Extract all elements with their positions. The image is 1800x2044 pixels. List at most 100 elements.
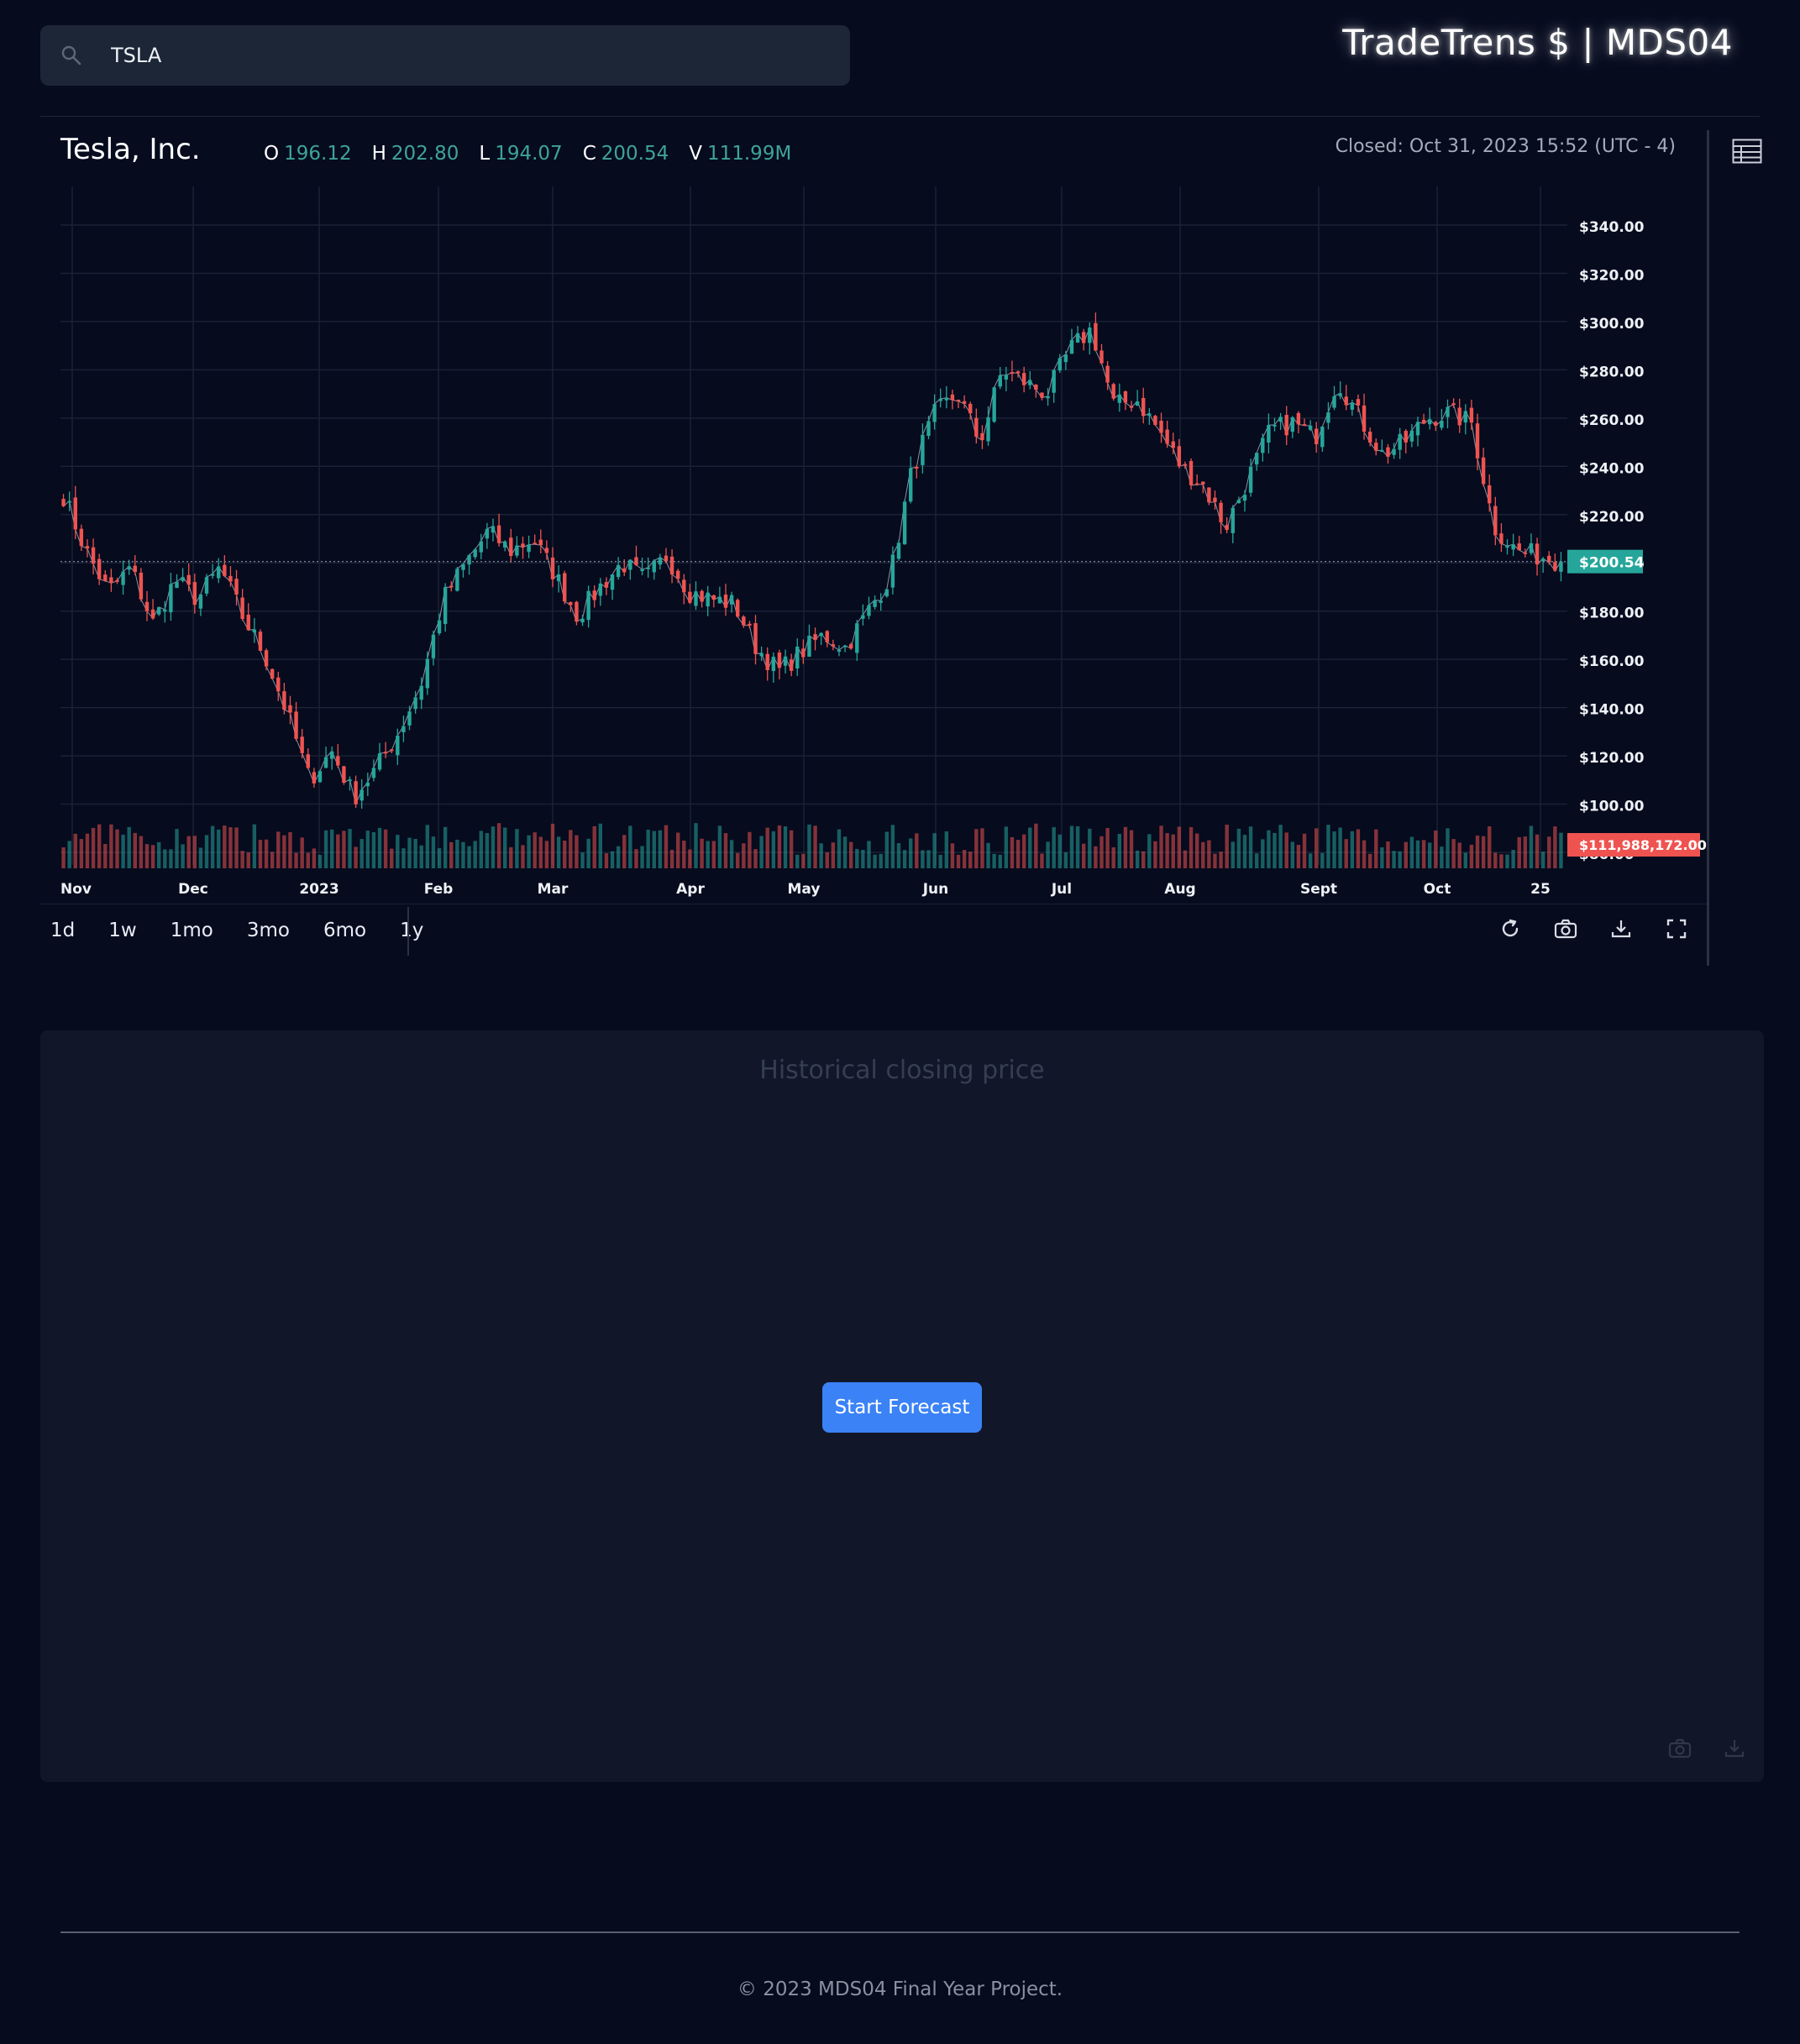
volume-bar xyxy=(1242,835,1247,868)
candle xyxy=(150,609,155,619)
volume-bar xyxy=(485,832,490,868)
volume-bar xyxy=(228,827,233,868)
range-1w[interactable]: 1w xyxy=(92,909,153,951)
volume-bar xyxy=(1105,828,1110,868)
candle xyxy=(556,574,561,582)
volume-bar xyxy=(246,852,250,868)
volume-bar xyxy=(1540,852,1545,868)
candle xyxy=(694,591,698,606)
range-6mo[interactable]: 6mo xyxy=(307,909,383,951)
volume-bar xyxy=(1409,836,1414,868)
candle xyxy=(795,647,800,669)
volume-bar xyxy=(848,841,853,868)
volume-bar xyxy=(1015,840,1021,868)
candle xyxy=(1207,487,1211,503)
volume-bar xyxy=(1194,833,1199,868)
candle xyxy=(169,584,173,613)
volume-bar xyxy=(157,841,161,868)
volume-bar xyxy=(491,826,496,868)
camera-icon[interactable] xyxy=(1668,1737,1693,1763)
volume-bar xyxy=(1421,840,1426,868)
y-tick-label: $320.00 xyxy=(1579,267,1645,284)
candle xyxy=(879,600,883,603)
volume-bar xyxy=(1511,850,1515,868)
volume-bar xyxy=(771,831,776,868)
fullscreen-icon[interactable] xyxy=(1661,914,1692,944)
range-1mo[interactable]: 1mo xyxy=(154,909,230,951)
volume-bar xyxy=(783,826,788,868)
candle xyxy=(431,634,436,658)
candle xyxy=(586,590,590,621)
candle xyxy=(1457,407,1462,426)
volume-bar xyxy=(413,839,417,868)
volume-bar xyxy=(1069,825,1074,868)
candle xyxy=(157,606,161,615)
volume-bar xyxy=(1254,853,1259,868)
brand-title: TradeTrens $ | MDS04 xyxy=(1342,22,1733,63)
candle xyxy=(103,574,108,581)
candle xyxy=(1057,358,1062,371)
volume-bar xyxy=(329,829,334,868)
company-name: Tesla, Inc. xyxy=(60,133,201,166)
volume-bar xyxy=(1021,834,1026,868)
camera-icon[interactable] xyxy=(1551,914,1581,944)
candle xyxy=(986,417,990,442)
candle xyxy=(544,548,549,553)
candle xyxy=(962,401,967,404)
candle xyxy=(1183,464,1188,466)
range-3mo[interactable]: 3mo xyxy=(230,909,307,951)
candle xyxy=(509,537,513,557)
range-1d[interactable]: 1d xyxy=(40,909,92,951)
search-bar[interactable] xyxy=(40,25,850,86)
volume-bar xyxy=(682,840,686,868)
candle xyxy=(700,590,704,602)
market-status: Closed: Oct 31, 2023 15:52 (UTC - 4) xyxy=(1335,136,1676,157)
volume-bar xyxy=(359,839,364,868)
candle xyxy=(1153,416,1157,425)
range-1y[interactable]: 1y xyxy=(383,909,440,951)
volume-bar xyxy=(1434,830,1438,868)
volume-bar xyxy=(479,831,483,868)
candle xyxy=(664,555,669,562)
candle xyxy=(139,572,144,600)
volume-bar xyxy=(1213,853,1217,868)
candle xyxy=(79,528,84,547)
table-icon[interactable] xyxy=(1732,139,1762,164)
candle xyxy=(538,539,543,546)
candle xyxy=(1034,385,1038,390)
volume-bar xyxy=(801,853,806,868)
candle xyxy=(604,582,609,588)
candle xyxy=(580,618,585,623)
search-icon xyxy=(59,43,84,68)
refresh-icon[interactable] xyxy=(1495,914,1525,944)
candle xyxy=(1553,562,1557,571)
candle xyxy=(575,601,579,622)
volume-bar xyxy=(1159,825,1163,868)
candle xyxy=(926,421,931,437)
price-chart[interactable]: $340.00 $320.00 $300.00 $280.00 $260.00 $240.… xyxy=(0,0,1800,924)
candle xyxy=(455,569,459,591)
volume-bar xyxy=(1075,826,1080,868)
candle xyxy=(855,623,859,653)
volume-bar xyxy=(1201,841,1205,868)
volume-bar xyxy=(837,829,842,868)
volume-bar xyxy=(282,835,286,868)
download-icon[interactable] xyxy=(1606,914,1636,944)
candle xyxy=(1338,393,1342,396)
volume-bar xyxy=(1350,831,1355,868)
volume-bar xyxy=(1278,825,1283,868)
volume-bar xyxy=(401,848,406,868)
x-tick-label: Feb xyxy=(424,881,454,898)
volume-bar xyxy=(390,848,394,868)
candle xyxy=(1028,380,1032,385)
volume-bar xyxy=(998,854,1002,868)
candle xyxy=(753,623,758,654)
candle xyxy=(85,546,90,549)
header-divider xyxy=(40,116,1760,117)
candle xyxy=(1165,429,1169,444)
start-forecast-button[interactable]: Start Forecast xyxy=(822,1382,982,1433)
volume-bar xyxy=(443,826,448,868)
search-input[interactable] xyxy=(109,43,785,68)
download-icon[interactable] xyxy=(1724,1737,1749,1763)
volume-bar xyxy=(103,843,108,868)
